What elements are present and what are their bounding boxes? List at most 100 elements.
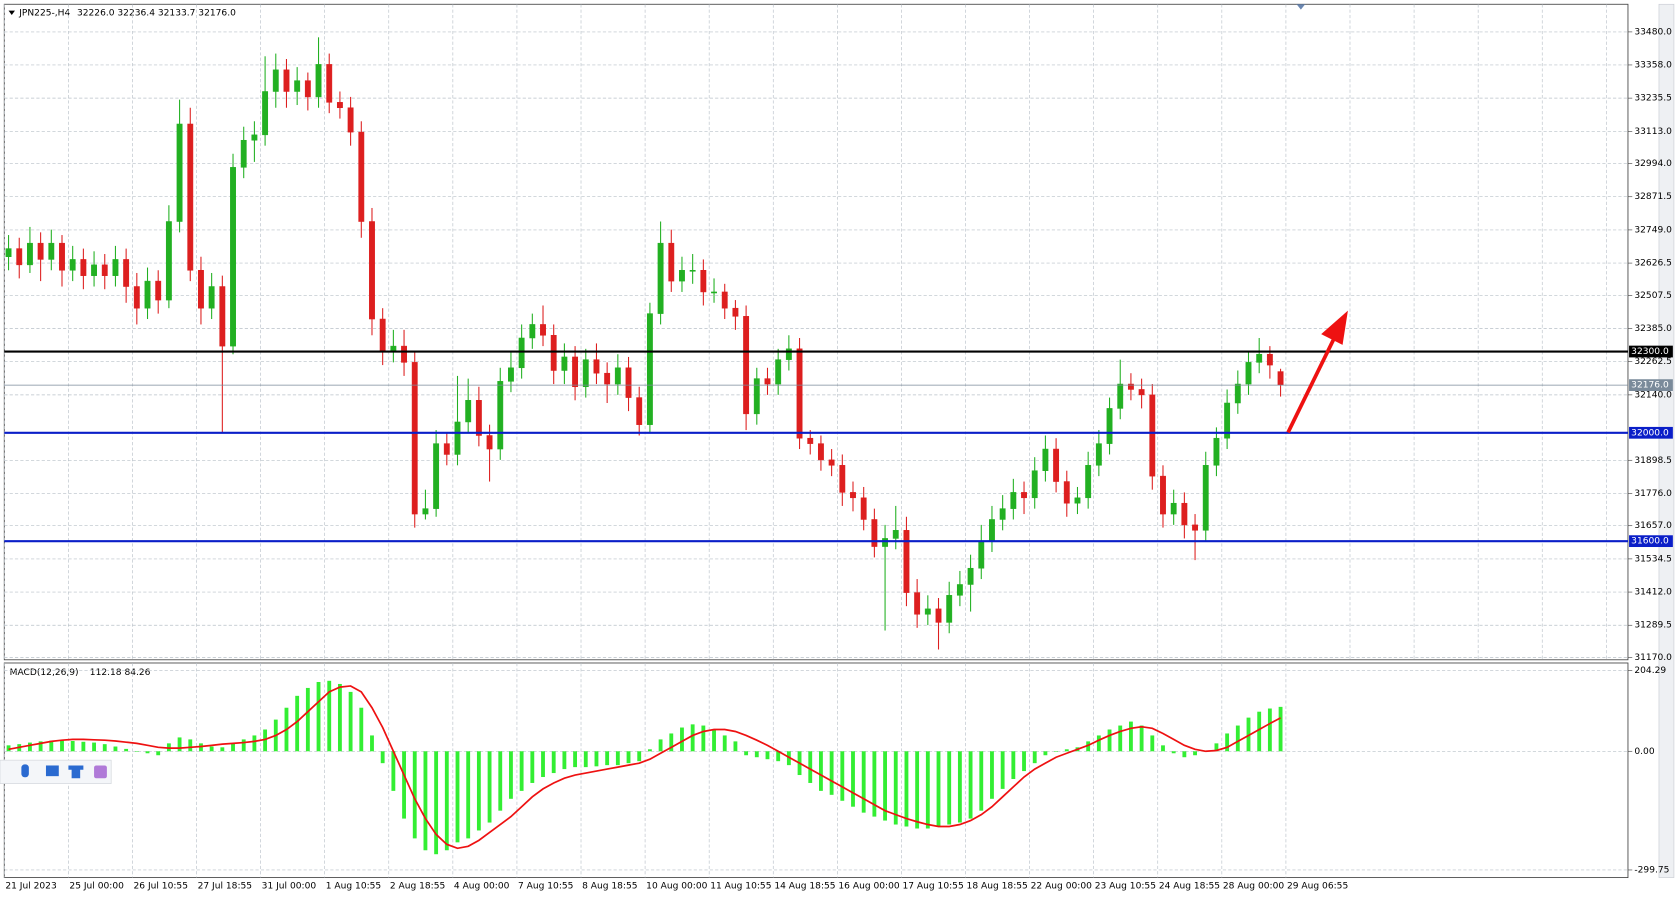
apps-icon[interactable] (94, 765, 107, 779)
candle-body (646, 313, 653, 425)
candle-body (508, 367, 514, 382)
macd-histogram-bar (1000, 751, 1005, 789)
keyboard-icon[interactable] (45, 765, 59, 777)
candle-body (101, 264, 108, 276)
candle (956, 570, 963, 607)
candle-body (614, 367, 621, 385)
macd-histogram-bar (840, 751, 845, 801)
candle (1181, 492, 1188, 539)
candle (967, 554, 974, 612)
macd-histogram-bar (444, 751, 449, 851)
candle-body (465, 400, 472, 423)
macd-histogram-bar (231, 743, 235, 752)
candle-body (518, 337, 525, 369)
macd-histogram-bar (1011, 751, 1016, 779)
scrollbar[interactable] (1658, 3, 1675, 878)
candle-body (69, 259, 76, 271)
candle-body (454, 421, 461, 455)
symbol-label: JPN225-,H4 (18, 8, 70, 18)
candle (1202, 451, 1209, 542)
candle (914, 579, 921, 628)
macd-histogram-bar (145, 751, 150, 754)
candle (304, 72, 311, 111)
candle (668, 229, 675, 292)
macd-histogram-bar (252, 735, 257, 752)
candle (48, 229, 55, 271)
macd-histogram-bar (1032, 751, 1037, 764)
candle-body (1095, 443, 1102, 466)
macd-histogram-bar (412, 751, 417, 839)
macd-histogram-bar (434, 751, 439, 855)
macd-histogram-bar (594, 751, 599, 767)
macd-histogram-bar (530, 751, 535, 783)
x-tick-label: 22 Aug 00:00 (1031, 882, 1092, 892)
candle (764, 367, 771, 395)
candle-body (989, 519, 995, 542)
candle-body (1245, 362, 1252, 385)
candle (1234, 370, 1241, 414)
macd-title: MACD(12,26,9) (10, 668, 79, 678)
y-tick-label: 33480.0 (1634, 27, 1672, 37)
candle-body (561, 356, 568, 371)
candle-body (48, 242, 55, 260)
candle-body (978, 540, 985, 569)
candle-body (1170, 502, 1177, 515)
y-tick-label: 32507.5 (1634, 291, 1672, 301)
candle-body (401, 345, 407, 363)
mic-icon[interactable] (21, 764, 29, 778)
candle (422, 489, 429, 520)
candle (871, 508, 878, 558)
level-label-box (1629, 345, 1673, 358)
macd-histogram-bar (1214, 743, 1219, 752)
candle (775, 348, 782, 395)
macd-histogram-bar (124, 748, 129, 752)
level-label: 32000.0 (1631, 428, 1669, 438)
candle (1053, 438, 1060, 493)
macd-histogram-bar (81, 741, 86, 752)
symbol-menu-arrow[interactable] (8, 10, 15, 15)
x-tick-label: 14 Aug 18:55 (774, 882, 835, 892)
x-tick-label: 18 Aug 18:55 (967, 882, 1028, 892)
macd-histogram-bar (658, 739, 663, 752)
macd-histogram-bar (893, 751, 898, 825)
candle (1117, 359, 1124, 420)
macd-histogram-bar (1225, 733, 1230, 752)
candle (465, 378, 472, 433)
macd-histogram-bar (1182, 751, 1187, 758)
candle-body (475, 400, 482, 436)
macd-histogram-bar (423, 751, 428, 851)
candle (721, 283, 728, 320)
candle (155, 270, 162, 314)
candle (1106, 397, 1113, 455)
candle-body (369, 221, 375, 320)
candle-body (1117, 383, 1124, 409)
candle-body (582, 359, 589, 388)
candle-body (935, 608, 942, 623)
macd-histogram-bar (359, 707, 364, 752)
shirt-icon[interactable] (68, 765, 84, 779)
macd-histogram-bar (776, 751, 781, 762)
candle-body (850, 492, 856, 499)
macd-histogram-bar (829, 751, 834, 795)
candle (946, 581, 953, 634)
shift-marker[interactable] (1296, 4, 1306, 10)
y-tick-label: 32994.0 (1634, 159, 1672, 169)
macd-histogram-bar (476, 751, 481, 831)
y-tick-label: 33235.5 (1634, 94, 1672, 104)
macd-histogram-bar (455, 751, 460, 843)
macd-histogram-bar (305, 687, 310, 752)
candle-body (304, 80, 311, 98)
candle (411, 351, 418, 528)
candle (1010, 478, 1017, 520)
candle-body (946, 595, 953, 623)
candle (123, 248, 130, 303)
y-tick-label: 0.00 (1634, 747, 1654, 757)
candle-body (550, 335, 557, 371)
candle (1021, 481, 1027, 515)
macd-histogram-bar (957, 751, 962, 823)
candle-body (839, 465, 846, 493)
candle (1031, 457, 1038, 509)
candle (262, 56, 269, 146)
candle-body (59, 242, 65, 271)
macd-histogram-bar (1161, 745, 1165, 752)
